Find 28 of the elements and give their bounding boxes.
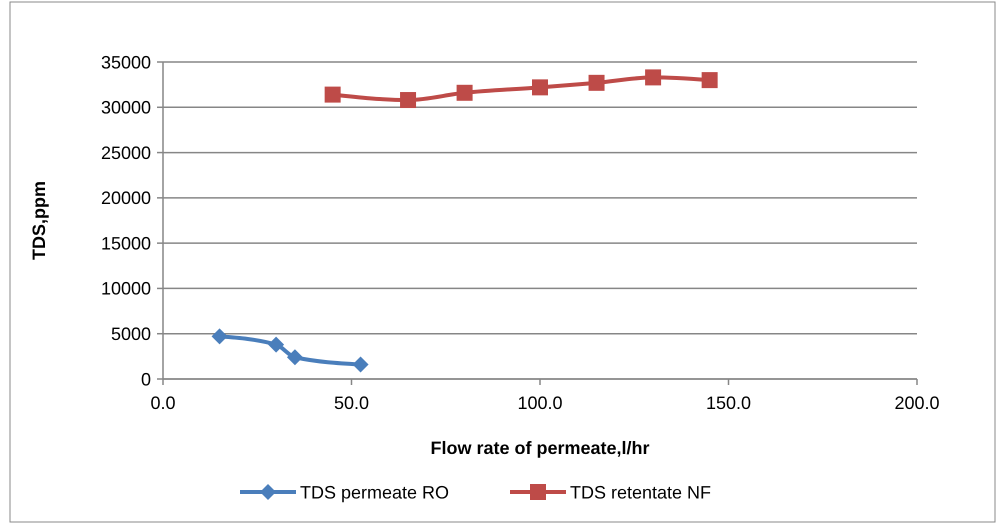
y-tick-label: 25000	[100, 142, 151, 163]
point	[400, 92, 416, 108]
legend-label: TDS retentate NF	[570, 482, 712, 502]
point	[456, 84, 473, 101]
x-tick-label: 150.0	[706, 393, 752, 413]
point	[645, 69, 662, 86]
point	[286, 349, 303, 366]
y-tick-label: 5000	[110, 324, 151, 344]
point	[588, 74, 605, 91]
x-tick-label: 50.0	[334, 393, 370, 413]
y-tick-label: 20000	[100, 188, 151, 208]
point	[352, 356, 369, 373]
point	[212, 328, 228, 344]
x-tick-label: 100.0	[517, 393, 563, 413]
point	[268, 336, 284, 353]
legend-label: TDS permeate RO	[300, 482, 450, 502]
y-axis-title: TDS,ppm	[29, 181, 49, 260]
point	[532, 79, 548, 96]
y-tick-label: 35000	[100, 52, 151, 72]
x-axis-title: Flow rate of permeate,l/hr	[430, 438, 650, 458]
y-tick-label: 15000	[100, 233, 151, 254]
x-tick-label: 200.0	[894, 393, 940, 413]
y-tick-label: 30000	[100, 98, 151, 118]
point	[702, 72, 718, 88]
x-tick-label: 0.0	[150, 393, 176, 413]
y-tick-label: 10000	[100, 278, 151, 299]
y-tick-label: 0	[140, 369, 151, 390]
point	[324, 86, 341, 103]
